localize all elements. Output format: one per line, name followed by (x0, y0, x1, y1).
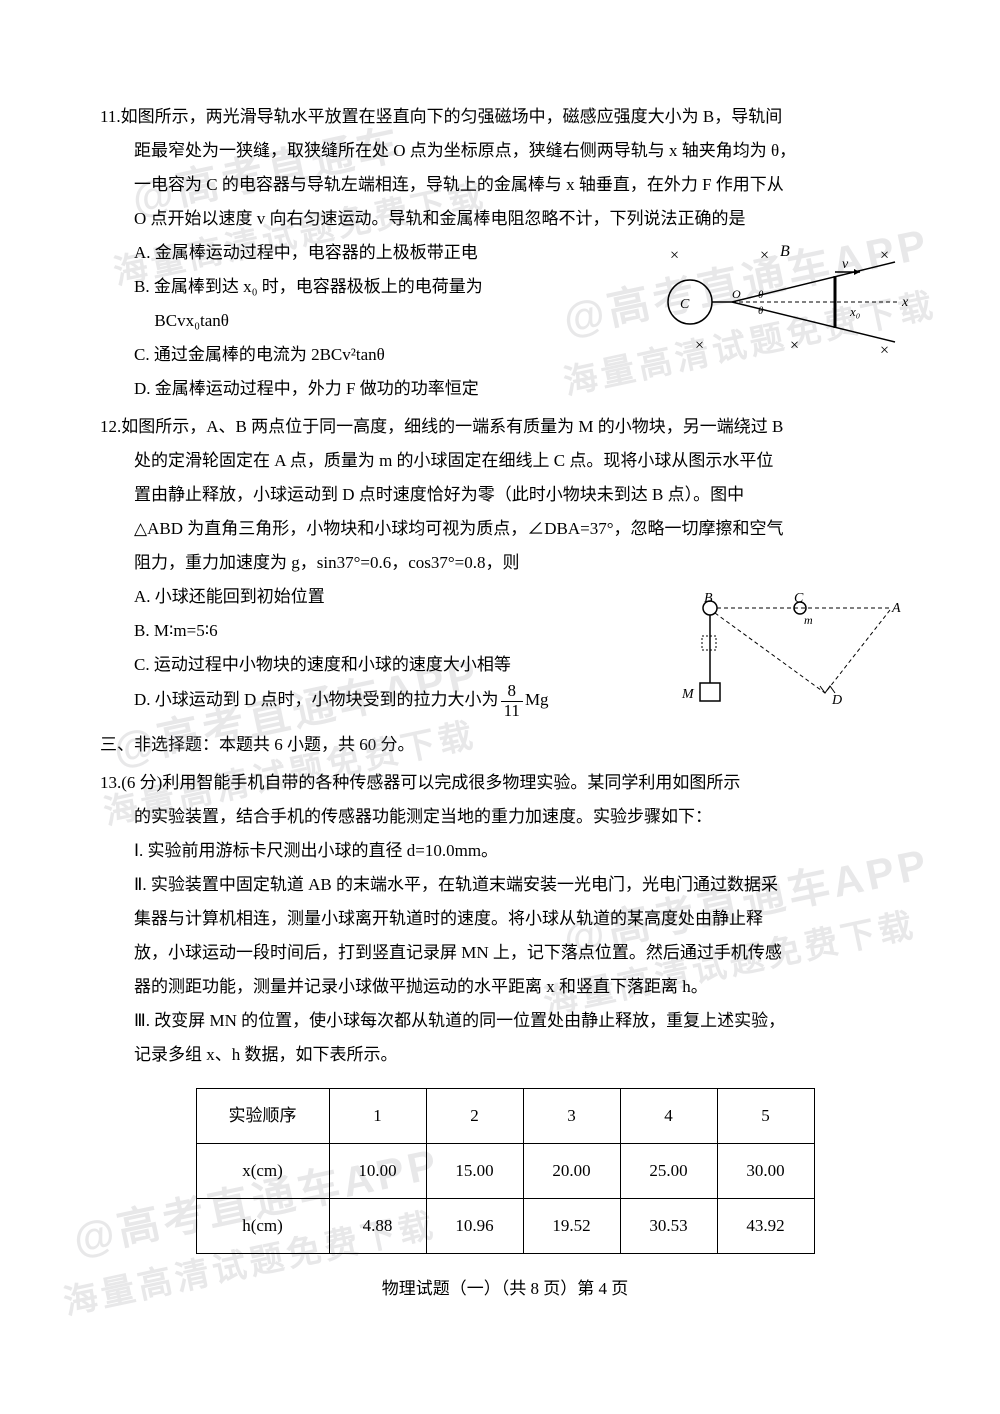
svg-text:θ: θ (758, 289, 764, 301)
q12-d-suffix: Mg (525, 690, 549, 709)
page-footer: 物理试题（一）（共 8 页）第 4 页 (100, 1272, 910, 1306)
q12-option-c: C. 运动过程中小物块的速度和小球的速度大小相等 (134, 648, 674, 682)
svg-text:×: × (760, 247, 769, 264)
th-1: 1 (329, 1089, 426, 1144)
q11-a-text: 金属棒运动过程中，电容器的上极板带正电 (155, 243, 478, 262)
svg-text:B: B (704, 591, 713, 606)
q12-line2: 置由静止释放，小球运动到 D 点时速度恰好为零（此时小物块未到达 B 点）。图中 (100, 478, 744, 512)
q12-a-text: 小球还能回到初始位置 (155, 587, 325, 606)
r0-v4: 30.00 (717, 1144, 814, 1199)
question-13: 13.(6 分)利用智能手机自带的各种传感器可以完成很多物理实验。某同学利用如图… (100, 766, 910, 1254)
q13-data-table: 实验顺序 1 2 3 4 5 x(cm) 10.00 15.00 20.00 2… (196, 1088, 815, 1254)
table-row: x(cm) 10.00 15.00 20.00 25.00 30.00 (196, 1144, 814, 1199)
svg-text:B: B (780, 243, 790, 260)
svg-text:θ: θ (758, 305, 764, 317)
q13-step-2-l1: 集器与计算机相连，测量小球离开轨道时的速度。将小球从轨道的某高度处由静止释 (134, 902, 910, 936)
q11-line0: 如图所示，两光滑导轨水平放置在竖直向下的匀强磁场中，磁感应强度大小为 B，导轨间 (121, 107, 783, 126)
th-0: 实验顺序 (196, 1089, 329, 1144)
q13-step-2-l0: Ⅱ. 实验装置中固定轨道 AB 的末端水平，在轨道末端安装一光电门，光电门通过数… (134, 868, 910, 902)
q12-option-a: A. 小球还能回到初始位置 (134, 580, 674, 614)
table-row: h(cm) 4.88 10.96 19.52 30.53 43.92 (196, 1199, 814, 1254)
q13-line1: 的实验装置，结合手机的传感器功能测定当地的重力加速度。实验步骤如下： (100, 800, 712, 834)
svg-text:C: C (680, 297, 690, 312)
q13-steps: Ⅰ. 实验前用游标卡尺测出小球的直径 d=10.0mm。 Ⅱ. 实验装置中固定轨… (100, 834, 910, 1072)
figure-q11: × × B × C O x v x₀ θ θ × × (650, 240, 910, 360)
q13-points: (6 分) (121, 773, 162, 792)
r1-v4: 43.92 (717, 1199, 814, 1254)
q11-line1: 距最窄处为一狭缝，取狭缝所在处 O 点为坐标原点，狭缝右侧两导轨与 x 轴夹角均… (100, 134, 796, 168)
q12-b-text: M∶m=5∶6 (154, 621, 218, 640)
q12-stem: 12.如图所示，A、B 两点位于同一高度，细线的一端系有质量为 M 的小物块，另… (100, 410, 910, 580)
q12-line4: 阻力，重力加速度为 g，sin37°=0.6，cos37°=0.8，则 (100, 546, 520, 580)
r1-label: h(cm) (196, 1199, 329, 1254)
svg-text:x₀: x₀ (849, 304, 860, 319)
r1-v0: 4.88 (329, 1199, 426, 1254)
q11-line3: O 点开始以速度 v 向右匀速运动。导轨和金属棒电阻忽略不计，下列说法正确的是 (100, 202, 746, 236)
q11-stem: 11.如图所示，两光滑导轨水平放置在竖直向下的匀强磁场中，磁感应强度大小为 B，… (100, 100, 910, 236)
r0-v1: 15.00 (426, 1144, 523, 1199)
svg-text:×: × (670, 247, 679, 264)
frac-num: 8 (501, 682, 523, 702)
q12-option-b: B. M∶m=5∶6 (134, 614, 674, 648)
exam-page: @高考直通车海量高清试题免费下载@高考直通车APP海量高清试题免费下载@高考直通… (0, 0, 1000, 1414)
r0-v2: 20.00 (523, 1144, 620, 1199)
figure-q12: B C m A M D (680, 588, 910, 718)
q13-stem: 13.(6 分)利用智能手机自带的各种传感器可以完成很多物理实验。某同学利用如图… (100, 766, 910, 834)
r1-v1: 10.96 (426, 1199, 523, 1254)
q11-option-b: B. 金属棒到达 x₀ 时，电容器极板上的电荷量为 (134, 270, 554, 304)
question-12: B C m A M D 12.如图所示，A、B 两点位于同一高度，细线的一端系有… (100, 410, 910, 720)
th-5: 5 (717, 1089, 814, 1144)
r1-v3: 30.53 (620, 1199, 717, 1254)
q11-line2: 一电容为 C 的电容器与导轨左端相连，导轨上的金属棒与 x 轴垂直，在外力 F … (100, 168, 784, 202)
r0-v3: 25.00 (620, 1144, 717, 1199)
table-header-row: 实验顺序 1 2 3 4 5 (196, 1089, 814, 1144)
svg-text:v: v (842, 257, 849, 272)
svg-text:x: x (901, 295, 909, 310)
q13-step-2-l2: 放，小球运动一段时间后，打到竖直记录屏 MN 上，记下落点位置。然后通过手机传感 (134, 936, 910, 970)
q12-option-d: D. 小球运动到 D 点时，小物块受到的拉力大小为811Mg (134, 682, 674, 720)
q13-line0: 利用智能手机自带的各种传感器可以完成很多物理实验。某同学利用如图所示 (162, 773, 740, 792)
q11-c-text: 通过金属棒的电流为 2BCv²tanθ (154, 345, 385, 364)
svg-text:C: C (794, 591, 804, 606)
r0-v0: 10.00 (329, 1144, 426, 1199)
svg-text:A: A (891, 601, 901, 616)
q11-d-text: 金属棒运动过程中，外力 F 做功的功率恒定 (155, 379, 479, 398)
q12-c-text: 运动过程中小物块的速度和小球的速度大小相等 (154, 655, 511, 674)
q11-b-text2: BCvx₀tanθ (154, 311, 229, 330)
q13-step-3-l1: 记录多组 x、h 数据，如下表所示。 (134, 1038, 910, 1072)
svg-text:×: × (695, 337, 704, 354)
q13-step-2-l3: 器的测距功能，测量并记录小球做平抛运动的水平距离 x 和竖直下落距离 h。 (134, 970, 910, 1004)
svg-text:×: × (880, 247, 889, 264)
svg-text:m: m (804, 613, 813, 627)
svg-text:×: × (790, 337, 799, 354)
q11-b-text1: 金属棒到达 x₀ 时，电容器极板上的电荷量为 (154, 277, 483, 296)
svg-text:×: × (880, 342, 889, 359)
q12-line1: 处的定滑轮固定在 A 点，质量为 m 的小球固定在细线上 C 点。现将小球从图示… (100, 444, 773, 478)
r1-v2: 19.52 (523, 1199, 620, 1254)
frac-den: 11 (501, 702, 523, 721)
question-11: × × B × C O x v x₀ θ θ × × (100, 100, 910, 406)
r0-label: x(cm) (196, 1144, 329, 1199)
section-3-header: 三、非选择题：本题共 6 小题，共 60 分。 (100, 728, 910, 762)
q13-number: 13. (100, 773, 121, 792)
q12-line3: △ABD 为直角三角形，小物块和小球均可视为质点，∠DBA=37°，忽略一切摩擦… (100, 512, 784, 546)
q11-number: 11. (100, 107, 121, 126)
th-2: 2 (426, 1089, 523, 1144)
th-3: 3 (523, 1089, 620, 1144)
svg-text:O: O (732, 287, 741, 301)
svg-text:D: D (831, 693, 842, 708)
q13-step-3-l0: Ⅲ. 改变屏 MN 的位置，使小球每次都从轨道的同一位置处由静止释放，重复上述实… (134, 1004, 910, 1038)
q12-number: 12. (100, 417, 121, 436)
q12-line0: 如图所示，A、B 两点位于同一高度，细线的一端系有质量为 M 的小物块，另一端绕… (121, 417, 783, 436)
q12-options: A. 小球还能回到初始位置 B. M∶m=5∶6 C. 运动过程中小物块的速度和… (100, 580, 674, 720)
q13-step-1: Ⅰ. 实验前用游标卡尺测出小球的直径 d=10.0mm。 (134, 834, 910, 868)
q11-option-d: D. 金属棒运动过程中，外力 F 做功的功率恒定 (134, 372, 910, 406)
th-4: 4 (620, 1089, 717, 1144)
svg-text:M: M (681, 687, 695, 702)
q12-d-prefix: 小球运动到 D 点时，小物块受到的拉力大小为 (155, 690, 499, 709)
fraction: 811 (501, 682, 523, 720)
